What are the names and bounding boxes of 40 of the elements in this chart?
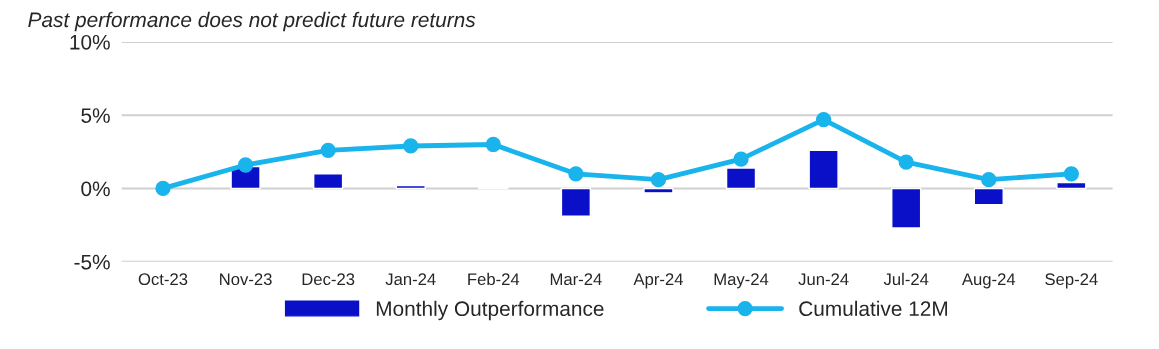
y-tick-label: -5% [74, 254, 110, 270]
x-tick-label: Nov-23 [220, 273, 272, 286]
point [568, 166, 584, 182]
bar [725, 167, 757, 190]
x-tick-label: Oct-23 [138, 273, 188, 286]
bar [1056, 181, 1087, 190]
x-tick-label: Jul-24 [883, 272, 929, 286]
x-tick-label: Feb-24 [468, 272, 520, 286]
point [898, 154, 914, 170]
x-tick-label: Dec-23 [302, 273, 355, 286]
point [403, 138, 419, 154]
x-tick-label: Sep-24 [1045, 273, 1098, 289]
x-tick-label: May-24 [714, 273, 769, 289]
chart-title: Past performance does not predict future returns [28, 11, 476, 32]
point [320, 142, 336, 158]
point [981, 172, 997, 188]
bar [643, 187, 674, 194]
point [237, 157, 254, 173]
legend-label: Monthly Outperformance [376, 300, 604, 321]
y-tick-label: 0% [81, 181, 110, 197]
x-tick-label: Aug-24 [961, 273, 1016, 289]
bar [312, 173, 344, 190]
point [650, 172, 667, 188]
x-tick-label: Mar-24 [550, 273, 602, 286]
bar [808, 149, 839, 190]
y-tick-label: 10% [70, 34, 110, 50]
point [155, 180, 171, 197]
y-tick-label: 5% [81, 108, 110, 123]
x-tick-label: Jan-24 [385, 273, 436, 286]
point [1063, 166, 1079, 182]
point [733, 151, 749, 167]
bar [973, 187, 1004, 206]
legend-label: Cumulative 12M [799, 300, 948, 317]
point [815, 111, 832, 128]
x-tick-label: Apr-24 [633, 273, 683, 289]
point [485, 136, 501, 153]
bar [395, 184, 426, 190]
x-tick-label: Jun-24 [798, 273, 849, 286]
bar [891, 187, 922, 229]
bar [560, 187, 592, 218]
